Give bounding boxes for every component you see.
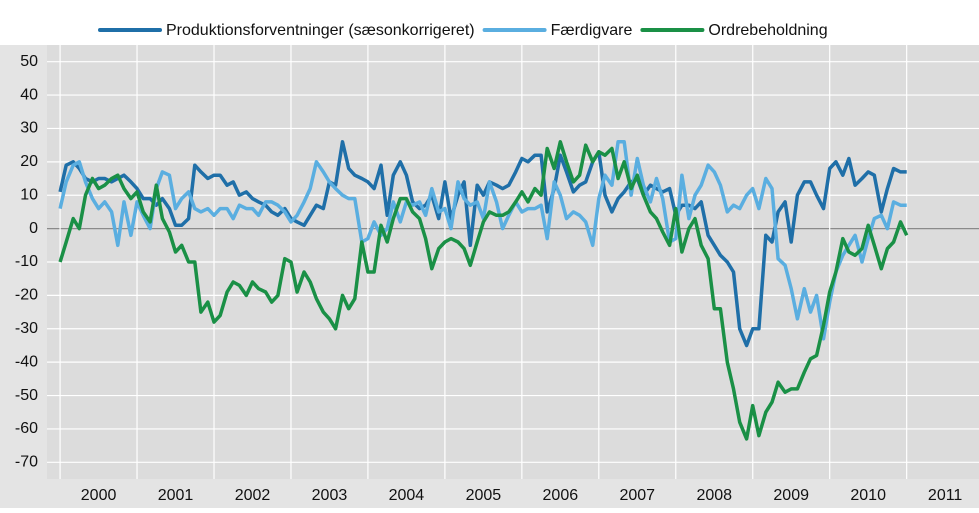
y-tick-label: -50 xyxy=(15,387,38,404)
x-tick-label: 2005 xyxy=(466,487,502,504)
x-tick-label: 2002 xyxy=(235,487,271,504)
x-tick-label: 2011 xyxy=(928,487,963,504)
x-tick-label: 2006 xyxy=(543,487,579,504)
y-tick-label: -30 xyxy=(15,320,38,337)
legend-label: Færdigvare xyxy=(551,22,633,39)
y-tick-label: -60 xyxy=(15,420,38,437)
x-tick-label: 2010 xyxy=(850,487,886,504)
y-tick-label: -10 xyxy=(15,253,38,270)
y-tick-label: 0 xyxy=(29,220,38,237)
x-tick-label: 2003 xyxy=(312,487,348,504)
y-tick-label: 40 xyxy=(20,86,38,103)
y-tick-label: -70 xyxy=(15,454,38,471)
y-tick-label: -40 xyxy=(15,353,38,370)
legend-label: Produktionsforventninger (sæsonkorrigere… xyxy=(166,22,475,39)
x-tick-label: 2000 xyxy=(81,487,117,504)
x-tick-label: 2004 xyxy=(389,487,425,504)
y-tick-label: 20 xyxy=(20,153,38,170)
y-tick-label: -20 xyxy=(15,287,38,304)
y-tick-label: 30 xyxy=(20,120,38,137)
legend-label: Ordrebeholdning xyxy=(708,22,827,39)
x-tick-label: 2001 xyxy=(158,487,194,504)
series-line xyxy=(58,140,907,348)
x-tick-label: 2008 xyxy=(696,487,732,504)
x-tick-label: 2007 xyxy=(619,487,655,504)
x-tick-label: 2009 xyxy=(773,487,809,504)
y-tick-label: 50 xyxy=(20,53,38,70)
y-tick-label: 10 xyxy=(20,186,38,203)
series-line xyxy=(58,140,909,441)
